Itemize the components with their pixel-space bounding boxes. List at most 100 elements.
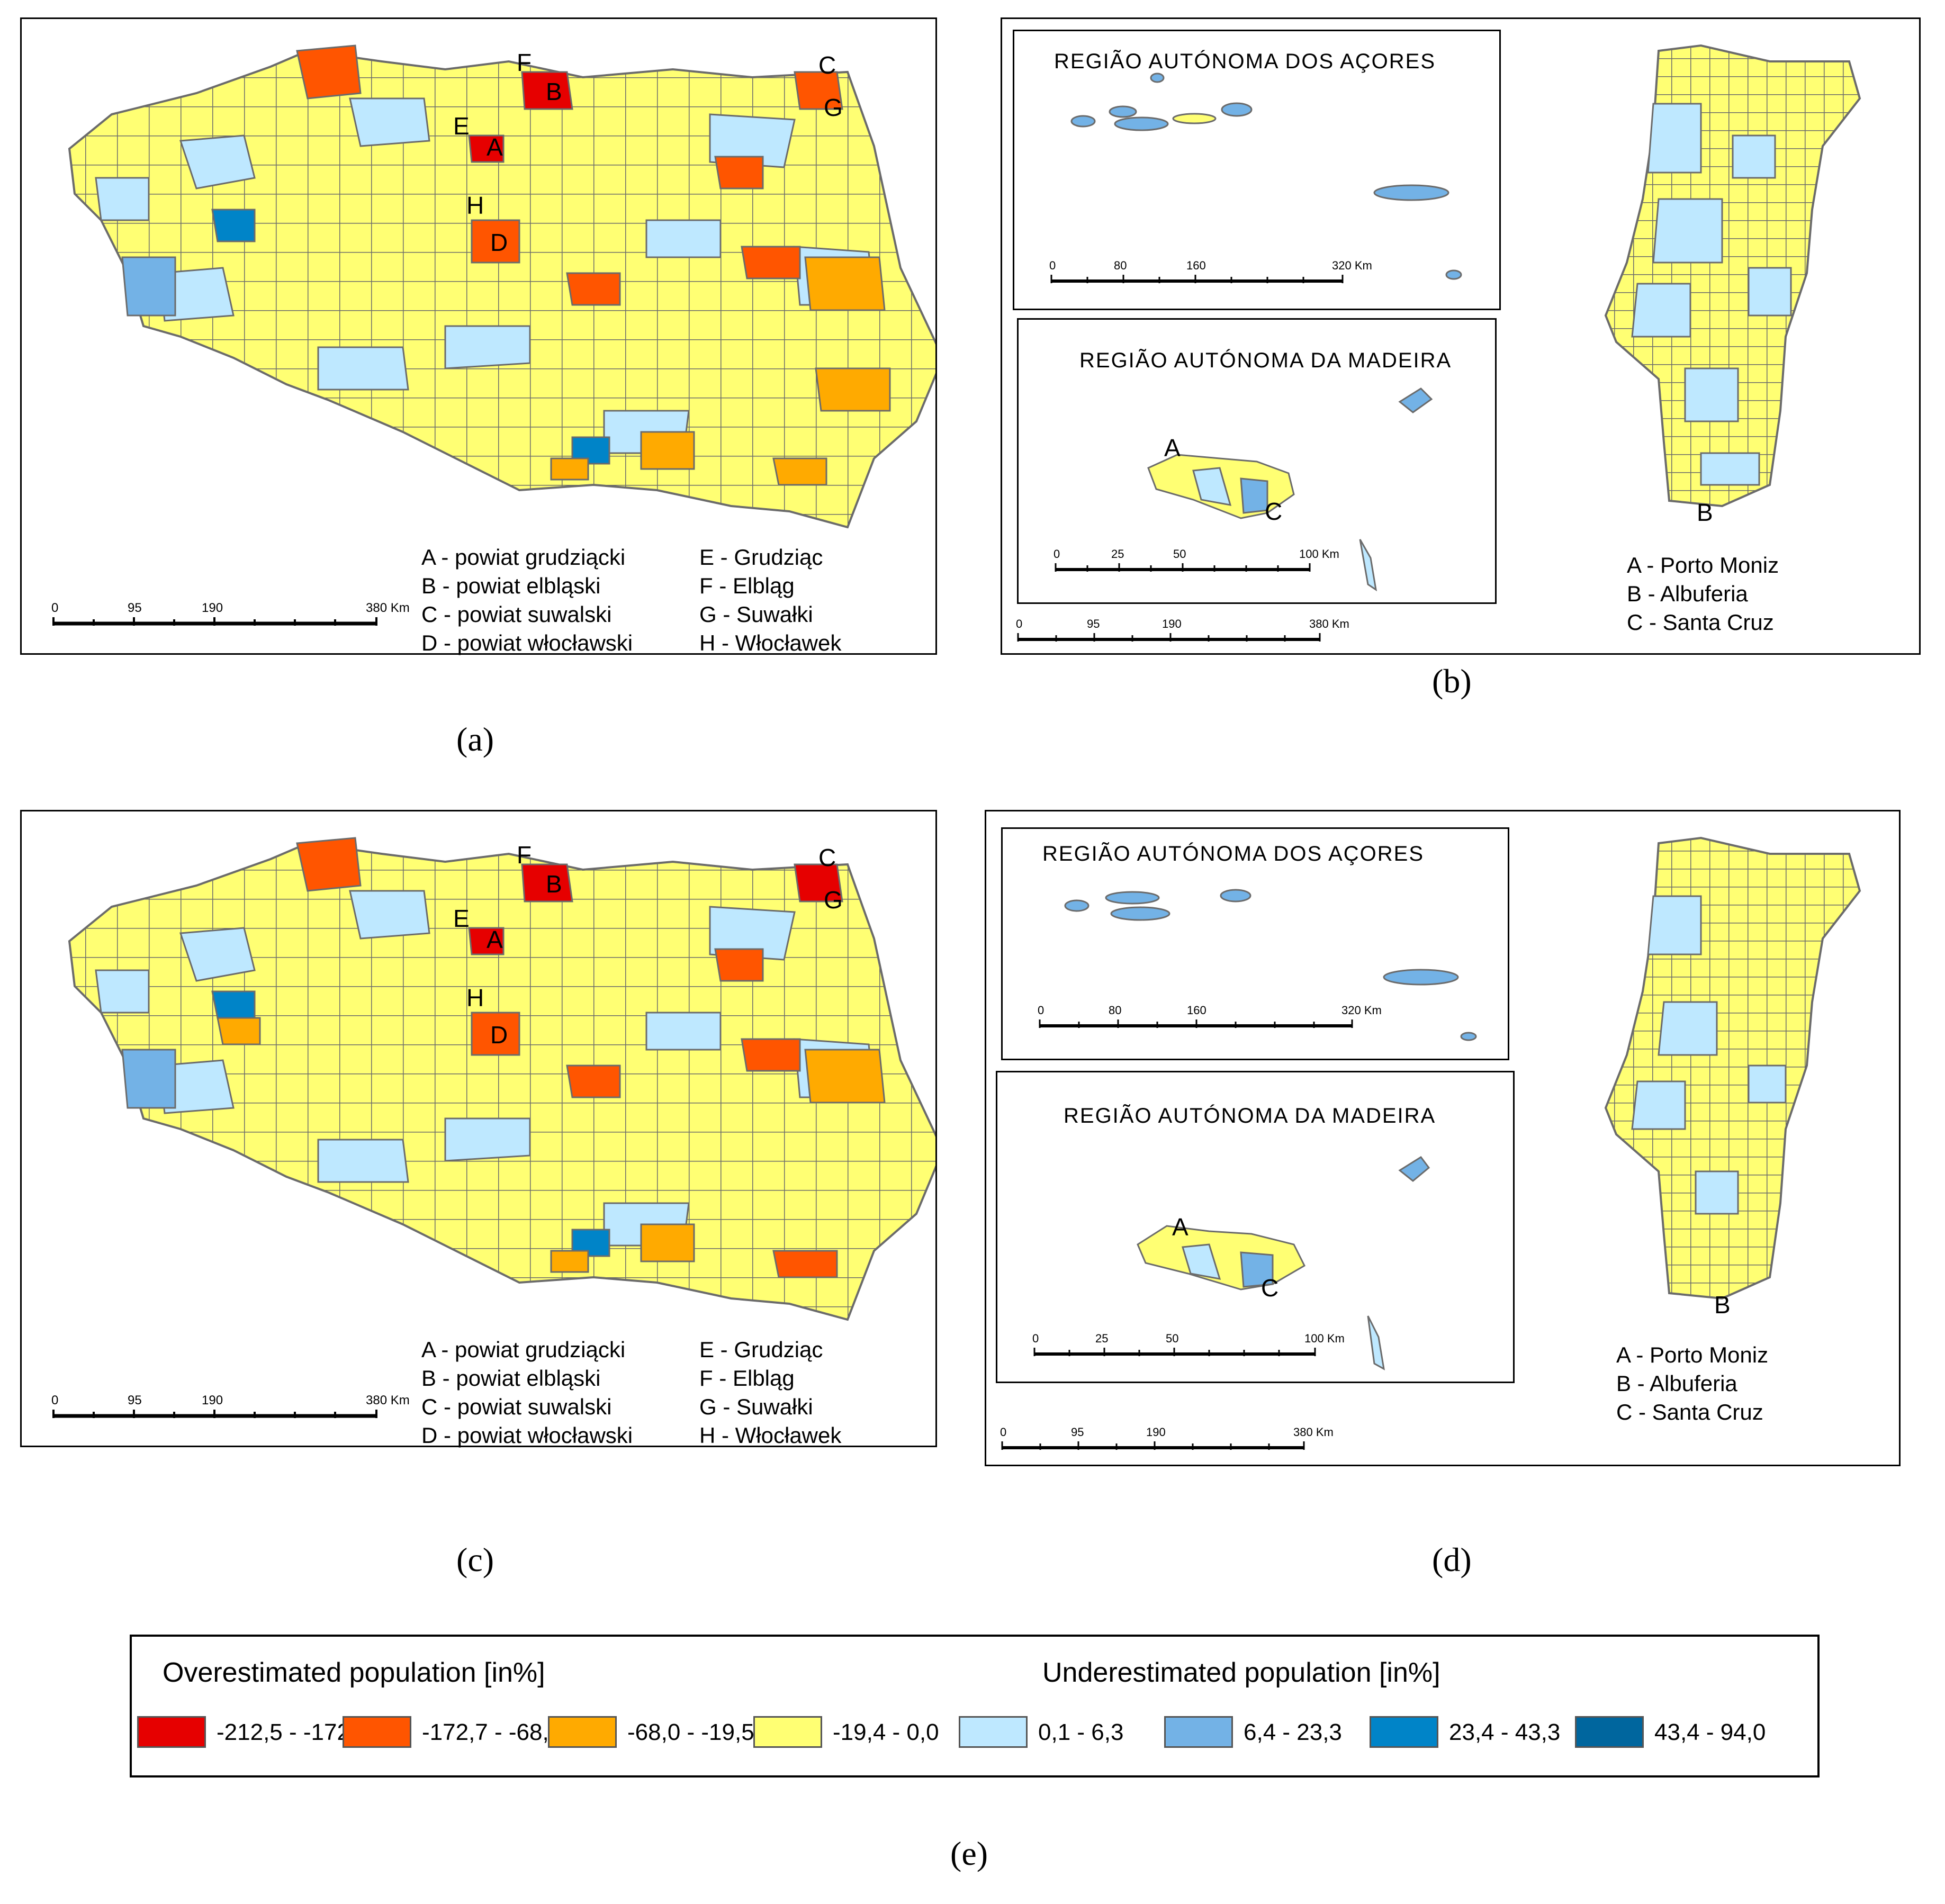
mainland-d-letter-b: B [1714,1291,1731,1319]
c-scale-tick-95: 95 [128,1393,142,1407]
pt-d-tick-0: 0 [1000,1425,1006,1439]
azores-d-tick-80: 80 [1109,1004,1121,1017]
pt-b-tick-380: 380 Km [1309,617,1349,630]
key-item-g: G - Suwałki [699,602,813,627]
azores-d-tick-160: 160 [1187,1004,1206,1017]
azores-islands-d [1064,889,1477,1041]
madeira-scale-bar: 0 25 50 100 Km [1053,547,1339,572]
poland-c-letter-b: B [546,870,562,898]
poland-key-right: E - Grudziąc F - Elbląg G - Suwałki H - … [699,543,841,657]
pt-d-tick-190: 190 [1146,1425,1166,1439]
legend-range-2: -68,0 - -19,5 [627,1719,754,1745]
portugal-key-d: A - Porto Moniz B - Albuferia C - Santa … [1616,1341,1768,1427]
azores-b-tick-160: 160 [1186,259,1206,272]
c-scale-tick-0: 0 [51,1393,58,1407]
c-scale-tick-380: 380 Km [366,1393,410,1407]
madeira-d-tick-25: 25 [1095,1332,1108,1345]
key-item-f: F - Elbląg [699,573,795,598]
pt-b-tick-190: 190 [1162,617,1182,630]
azores-d-tick-0: 0 [1038,1004,1044,1017]
legend-swatch-6 [1370,1716,1438,1748]
poland-map-a [68,44,935,529]
poland-c-letter-d: D [490,1021,508,1049]
madeira-islands [1147,387,1433,592]
madeira-tick-0: 0 [1053,547,1060,561]
pt-d-key-b: B - Albuferia [1616,1371,1737,1396]
underestimated-title: Underestimated population [in%] [1042,1657,1440,1688]
poland-map-c [68,837,935,1321]
madeira-title-d: REGIÃO AUTÓNOMA DA MADEIRA [1064,1104,1436,1127]
key-item-b: B - powiat elbląski [421,573,601,598]
key-item-a: A - powiat grudziącki [421,545,626,570]
madeira-d-letter-c: C [1261,1274,1279,1302]
c-key-item-e: E - Grudziąc [699,1337,823,1362]
legend-swatch-7 [1575,1716,1644,1748]
pt-key-c: C - Santa Cruz [1627,610,1774,635]
poland-letter-a: A [487,133,503,161]
panel-c-poland-map: F B C G E A H D A - powiat grudziącki B … [20,810,937,1450]
pt-b-tick-0: 0 [1016,617,1022,630]
c-key-item-a: A - powiat grudziącki [421,1337,626,1362]
scale-tick-380: 380 Km [366,601,410,615]
madeira-d-tick-0: 0 [1032,1332,1039,1345]
legend-range-1: -172,7 - -68,1 [422,1719,562,1745]
pt-key-b: B - Albuferia [1627,581,1748,606]
azores-inset: REGIÃO AUTÓNOMA DOS AÇORES 0 80 1 [1013,30,1501,310]
key-item-h: H - Włocławek [699,630,842,655]
legend-swatch-2 [548,1716,617,1748]
poland-c-key-left: A - powiat grudziącki B - powiat elbląsk… [421,1335,633,1450]
key-item-d: D - powiat włocławski [421,630,633,655]
pt-b-tick-95: 95 [1087,617,1100,630]
poland-key-left: A - powiat grudziącki B - powiat elbląsk… [421,543,633,657]
madeira-title: REGIÃO AUTÓNOMA DA MADEIRA [1079,349,1452,372]
legend-swatch-5 [1164,1716,1233,1748]
legend-range-6: 23,4 - 43,3 [1449,1719,1561,1745]
azores-title: REGIÃO AUTÓNOMA DOS AÇORES [1054,50,1436,73]
madeira-d-tick-100: 100 Km [1304,1332,1345,1345]
c-key-item-g: G - Suwałki [699,1394,813,1419]
c-key-item-b: B - powiat elbląski [421,1366,601,1391]
madeira-inset-d: REGIÃO AUTÓNOMA DA MADEIRA A C 0 25 50 1… [996,1071,1515,1383]
azores-b-tick-0: 0 [1049,259,1056,272]
poland-letter-g: G [824,94,843,121]
madeira-tick-100: 100 Km [1299,547,1339,561]
pt-d-tick-380: 380 Km [1293,1425,1334,1439]
portugal-scale-bar-b: 0 95 190 380 Km [1016,617,1349,642]
azores-scale-bar-b: 0 80 160 320 Km [1049,259,1372,283]
pt-d-key-c: C - Santa Cruz [1616,1400,1763,1424]
madeira-tick-25: 25 [1111,547,1124,561]
poland-letter-e: E [453,112,470,140]
legend-range-4: 0,1 - 6,3 [1038,1719,1124,1745]
c-key-item-f: F - Elbląg [699,1366,795,1391]
portugal-key: A - Porto Moniz B - Albuferia C - Santa … [1627,551,1779,637]
poland-letter-d: D [490,229,508,256]
poland-letter-c: C [818,51,836,79]
azores-d-tick-320: 320 Km [1341,1004,1382,1017]
azores-b-tick-320: 320 Km [1332,259,1372,272]
madeira-scale-bar-d: 0 25 50 100 Km [1032,1332,1345,1356]
legend-range-5: 6,4 - 23,3 [1244,1719,1342,1745]
legend-swatch-3 [753,1716,822,1748]
azores-scale-bar-d: 0 80 160 320 Km [1038,1004,1382,1028]
madeira-inset: REGIÃO AUTÓNOMA DA MADEIRA A C 0 25 50 1… [1017,318,1497,604]
mainland-portugal [1604,44,1861,508]
c-scale-tick-190: 190 [202,1393,223,1407]
scale-tick-95: 95 [128,601,142,615]
key-item-c: C - powiat suwalski [421,602,612,627]
panel-label-a: (a) [456,720,494,758]
panel-label-d: (d) [1432,1541,1472,1578]
scale-tick-190: 190 [202,601,223,615]
poland-c-key-right: E - Grudziąc F - Elbląg G - Suwałki H - … [699,1335,841,1450]
poland-letter-f: F [517,49,532,76]
scale-bar: 0 95 190 380 Km [51,601,410,626]
poland-c-letter-h: H [466,984,484,1012]
mainland-portugal-d [1604,836,1861,1300]
panel-label-b: (b) [1432,662,1472,700]
mainland-letter-b: B [1697,499,1713,526]
azores-title-d: REGIÃO AUTÓNOMA DOS AÇORES [1042,842,1425,865]
madeira-tick-50: 50 [1173,547,1186,561]
panel-d-portugal-map: REGIÃO AUTÓNOMA DOS AÇORES 0 80 160 320 … [985,810,1901,1466]
poland-c-letter-c: C [818,844,836,871]
legend-swatch-1 [343,1716,411,1748]
key-item-e: E - Grudziąc [699,545,823,570]
